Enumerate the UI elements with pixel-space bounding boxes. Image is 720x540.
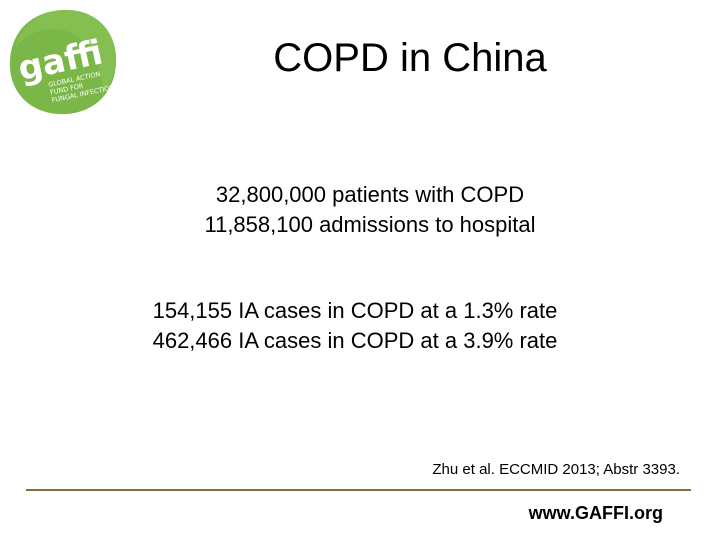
stat-line-admissions: 11,858,100 admissions to hospital: [204, 212, 536, 237]
footer-url: www.GAFFI.org: [528, 503, 663, 523]
stat-line-ia-high-rate: 462,466 IA cases in COPD at a 3.9% rate: [152, 328, 558, 353]
stat-line-patients: 32,800,000 patients with COPD: [215, 182, 525, 207]
ia-case-statistics: 154,155 IA cases in COPD at a 1.3% rate …: [100, 296, 610, 356]
patient-statistics: 32,800,000 patients with COPD 11,858,100…: [120, 180, 620, 240]
stat-line-ia-low-rate: 154,155 IA cases in COPD at a 1.3% rate: [152, 298, 558, 323]
gaffi-logo-icon: gaffi GLOBAL ACTION FUND FOR FUNGAL INFE…: [9, 9, 119, 115]
footer-divider: [26, 489, 691, 491]
citation: Zhu et al. ECCMID 2013; Abstr 3393.: [432, 461, 680, 478]
slide-title: COPD in China: [273, 36, 547, 80]
gaffi-logo: gaffi GLOBAL ACTION FUND FOR FUNGAL INFE…: [4, 6, 120, 118]
